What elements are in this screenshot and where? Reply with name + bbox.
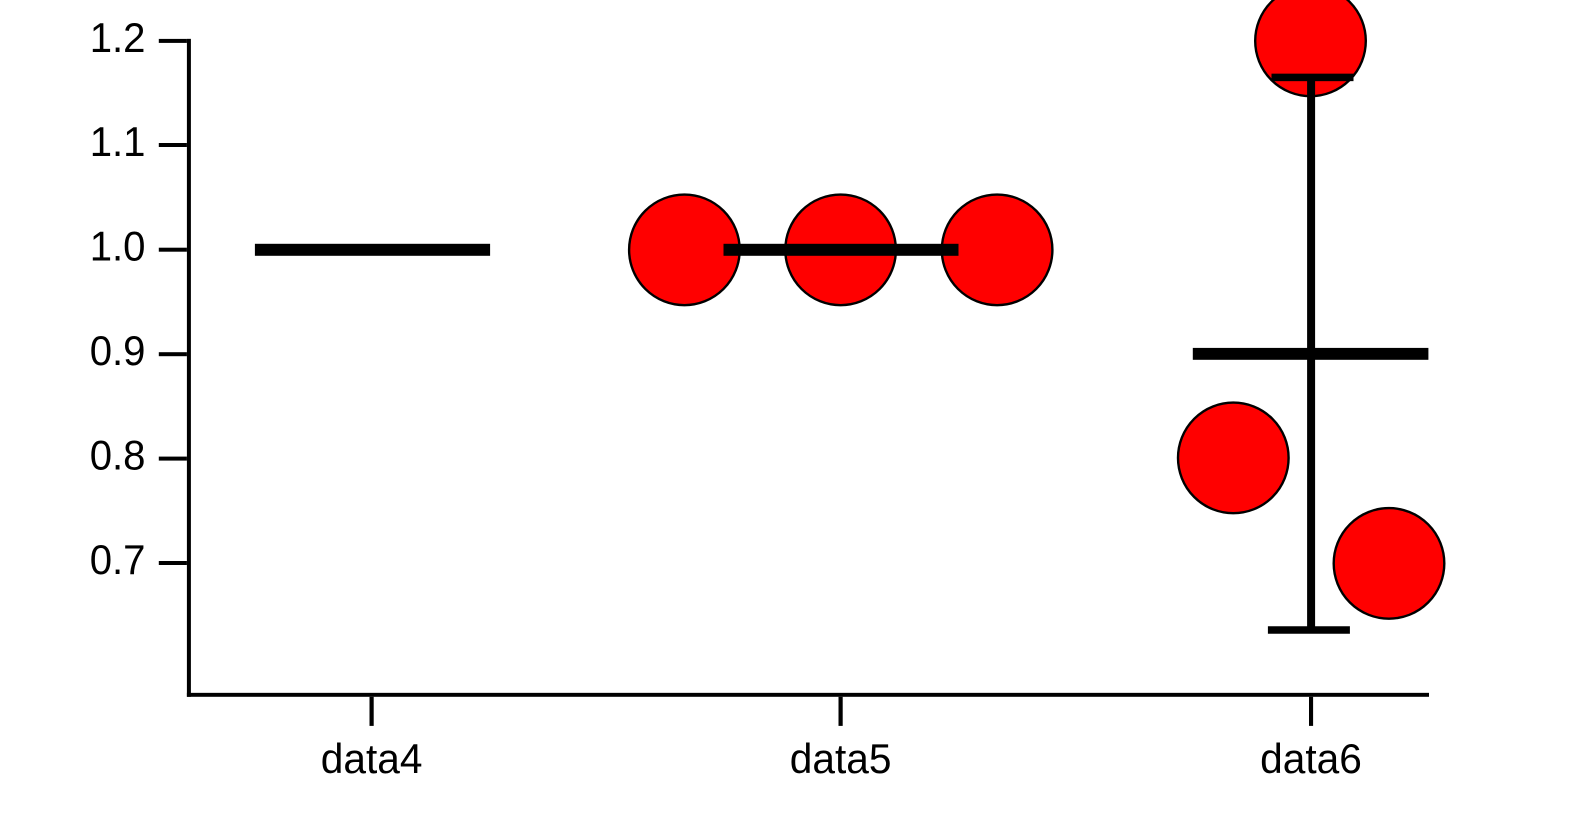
svg-text:data4: data4 (321, 735, 423, 782)
svg-text:data5: data5 (790, 735, 892, 782)
svg-text:1.1: 1.1 (90, 118, 146, 165)
svg-text:0.8: 0.8 (90, 432, 146, 479)
svg-text:1.2: 1.2 (90, 14, 146, 61)
svg-text:0.9: 0.9 (90, 327, 146, 374)
svg-text:0.7: 0.7 (90, 536, 146, 583)
svg-text:data6: data6 (1260, 735, 1362, 782)
svg-text:1.0: 1.0 (90, 223, 146, 270)
